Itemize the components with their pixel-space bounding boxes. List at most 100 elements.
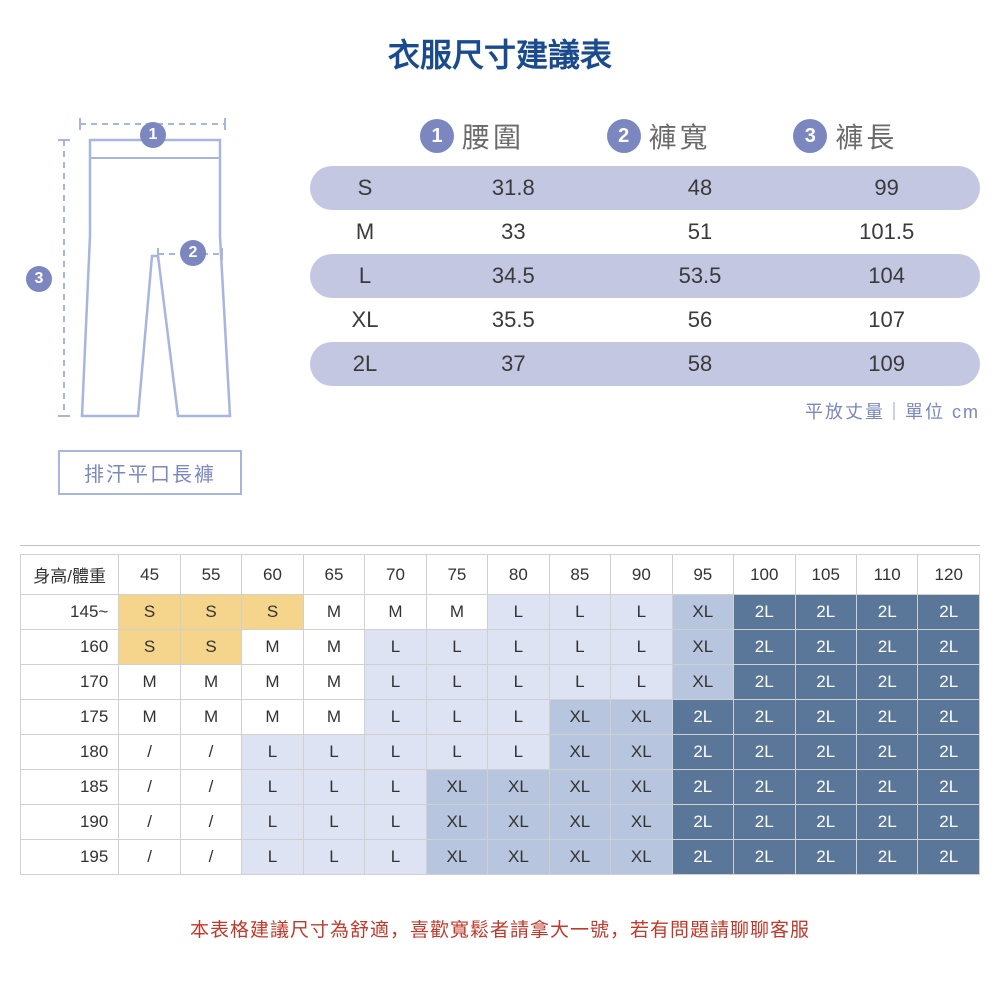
- grid-cell: 2L: [918, 770, 980, 805]
- grid-cell: /: [180, 735, 241, 770]
- grid-cell: 2L: [918, 700, 980, 735]
- grid-cell: XL: [488, 805, 549, 840]
- weight-header: 120: [918, 555, 980, 595]
- grid-cell: XL: [426, 770, 487, 805]
- height-header: 185: [21, 770, 119, 805]
- weight-header: 65: [303, 555, 364, 595]
- weight-header: 100: [734, 555, 795, 595]
- weight-header: 80: [488, 555, 549, 595]
- grid-cell: M: [303, 595, 364, 630]
- grid-cell: 2L: [672, 700, 733, 735]
- grid-cell: 2L: [795, 805, 856, 840]
- header-badge-2: 2: [607, 119, 641, 153]
- grid-cell: XL: [426, 805, 487, 840]
- weight-header: 55: [180, 555, 241, 595]
- grid-cell: 2L: [734, 665, 795, 700]
- grid-cell: 2L: [856, 840, 917, 875]
- grid-cell: 2L: [856, 700, 917, 735]
- grid-cell: L: [488, 735, 549, 770]
- measure-note: 平放丈量｜單位 cm: [310, 398, 980, 424]
- grid-cell: L: [488, 665, 549, 700]
- grid-cell: XL: [611, 805, 672, 840]
- weight-header: 105: [795, 555, 856, 595]
- value-cell: 37: [420, 351, 607, 377]
- height-header: 190: [21, 805, 119, 840]
- header-width: 2 褲寬: [607, 116, 794, 156]
- header-label-3: 褲長: [835, 116, 897, 156]
- grid-cell: L: [365, 840, 426, 875]
- grid-cell: 2L: [918, 630, 980, 665]
- grid-cell: L: [365, 770, 426, 805]
- grid-cell: 2L: [734, 735, 795, 770]
- value-cell: 53.5: [607, 263, 794, 289]
- measure-row: L34.553.5104: [310, 254, 980, 298]
- value-cell: 56: [607, 307, 794, 333]
- grid-cell: 2L: [856, 770, 917, 805]
- grid-cell: L: [549, 630, 610, 665]
- measure-header: 1 腰圍 2 褲寬 3 褲長: [310, 116, 980, 156]
- height-header: 160: [21, 630, 119, 665]
- grid-cell: L: [549, 665, 610, 700]
- value-cell: 35.5: [420, 307, 607, 333]
- size-cell: S: [310, 175, 420, 201]
- grid-cell: L: [242, 840, 303, 875]
- weight-header: 45: [119, 555, 180, 595]
- grid-cell: 2L: [795, 595, 856, 630]
- grid-cell: 2L: [672, 805, 733, 840]
- grid-cell: /: [119, 770, 180, 805]
- value-cell: 107: [793, 307, 980, 333]
- header-label-1: 腰圍: [462, 116, 524, 156]
- grid-cell: 2L: [734, 630, 795, 665]
- grid-cell: S: [242, 595, 303, 630]
- grid-cell: 2L: [918, 595, 980, 630]
- grid-cell: L: [303, 770, 364, 805]
- weight-header: 75: [426, 555, 487, 595]
- grid-cell: L: [303, 735, 364, 770]
- measure-column: 1 腰圍 2 褲寬 3 褲長 S31.84899M3351101.5L34.55…: [310, 116, 980, 495]
- grid-cell: L: [242, 805, 303, 840]
- measure-row: 2L3758109: [310, 342, 980, 386]
- grid-cell: XL: [672, 665, 733, 700]
- grid-cell: 2L: [795, 770, 856, 805]
- grid-cell: XL: [549, 840, 610, 875]
- grid-cell: S: [119, 595, 180, 630]
- grid-cell: 2L: [918, 805, 980, 840]
- grid-cell: /: [180, 840, 241, 875]
- grid-cell: S: [180, 595, 241, 630]
- grid-cell: M: [303, 700, 364, 735]
- grid-cell: M: [119, 665, 180, 700]
- value-cell: 48: [607, 175, 794, 201]
- grid-cell: L: [488, 630, 549, 665]
- header-label-2: 褲寬: [649, 116, 711, 156]
- product-label: 排汗平口長褲: [58, 450, 242, 495]
- pants-svg: [30, 116, 270, 436]
- grid-cell: L: [426, 700, 487, 735]
- grid-cell: 2L: [856, 630, 917, 665]
- grid-cell: 2L: [918, 840, 980, 875]
- grid-cell: L: [365, 700, 426, 735]
- grid-cell: /: [180, 805, 241, 840]
- grid-cell: XL: [611, 735, 672, 770]
- grid-cell: L: [242, 735, 303, 770]
- value-cell: 109: [793, 351, 980, 377]
- value-cell: 101.5: [793, 219, 980, 245]
- grid-cell: /: [119, 735, 180, 770]
- pants-diagram: 1 2 3: [30, 116, 270, 436]
- grid-cell: XL: [611, 770, 672, 805]
- grid-cell: XL: [549, 770, 610, 805]
- top-section: 1 2 3 排汗平口長褲 1 腰圍 2 褲寬 3 褲長 S31.84899M33…: [20, 116, 980, 495]
- grid-cell: L: [242, 770, 303, 805]
- diagram-badge-1: 1: [140, 122, 166, 148]
- size-cell: M: [310, 219, 420, 245]
- grid-cell: 2L: [672, 770, 733, 805]
- grid-cell: L: [611, 630, 672, 665]
- height-header: 180: [21, 735, 119, 770]
- grid-cell: 2L: [672, 840, 733, 875]
- grid-cell: M: [242, 630, 303, 665]
- value-cell: 33: [420, 219, 607, 245]
- grid-cell: L: [426, 630, 487, 665]
- header-waist: 1 腰圍: [420, 116, 607, 156]
- grid-cell: /: [119, 840, 180, 875]
- grid-cell: 2L: [795, 735, 856, 770]
- measure-row: M3351101.5: [310, 210, 980, 254]
